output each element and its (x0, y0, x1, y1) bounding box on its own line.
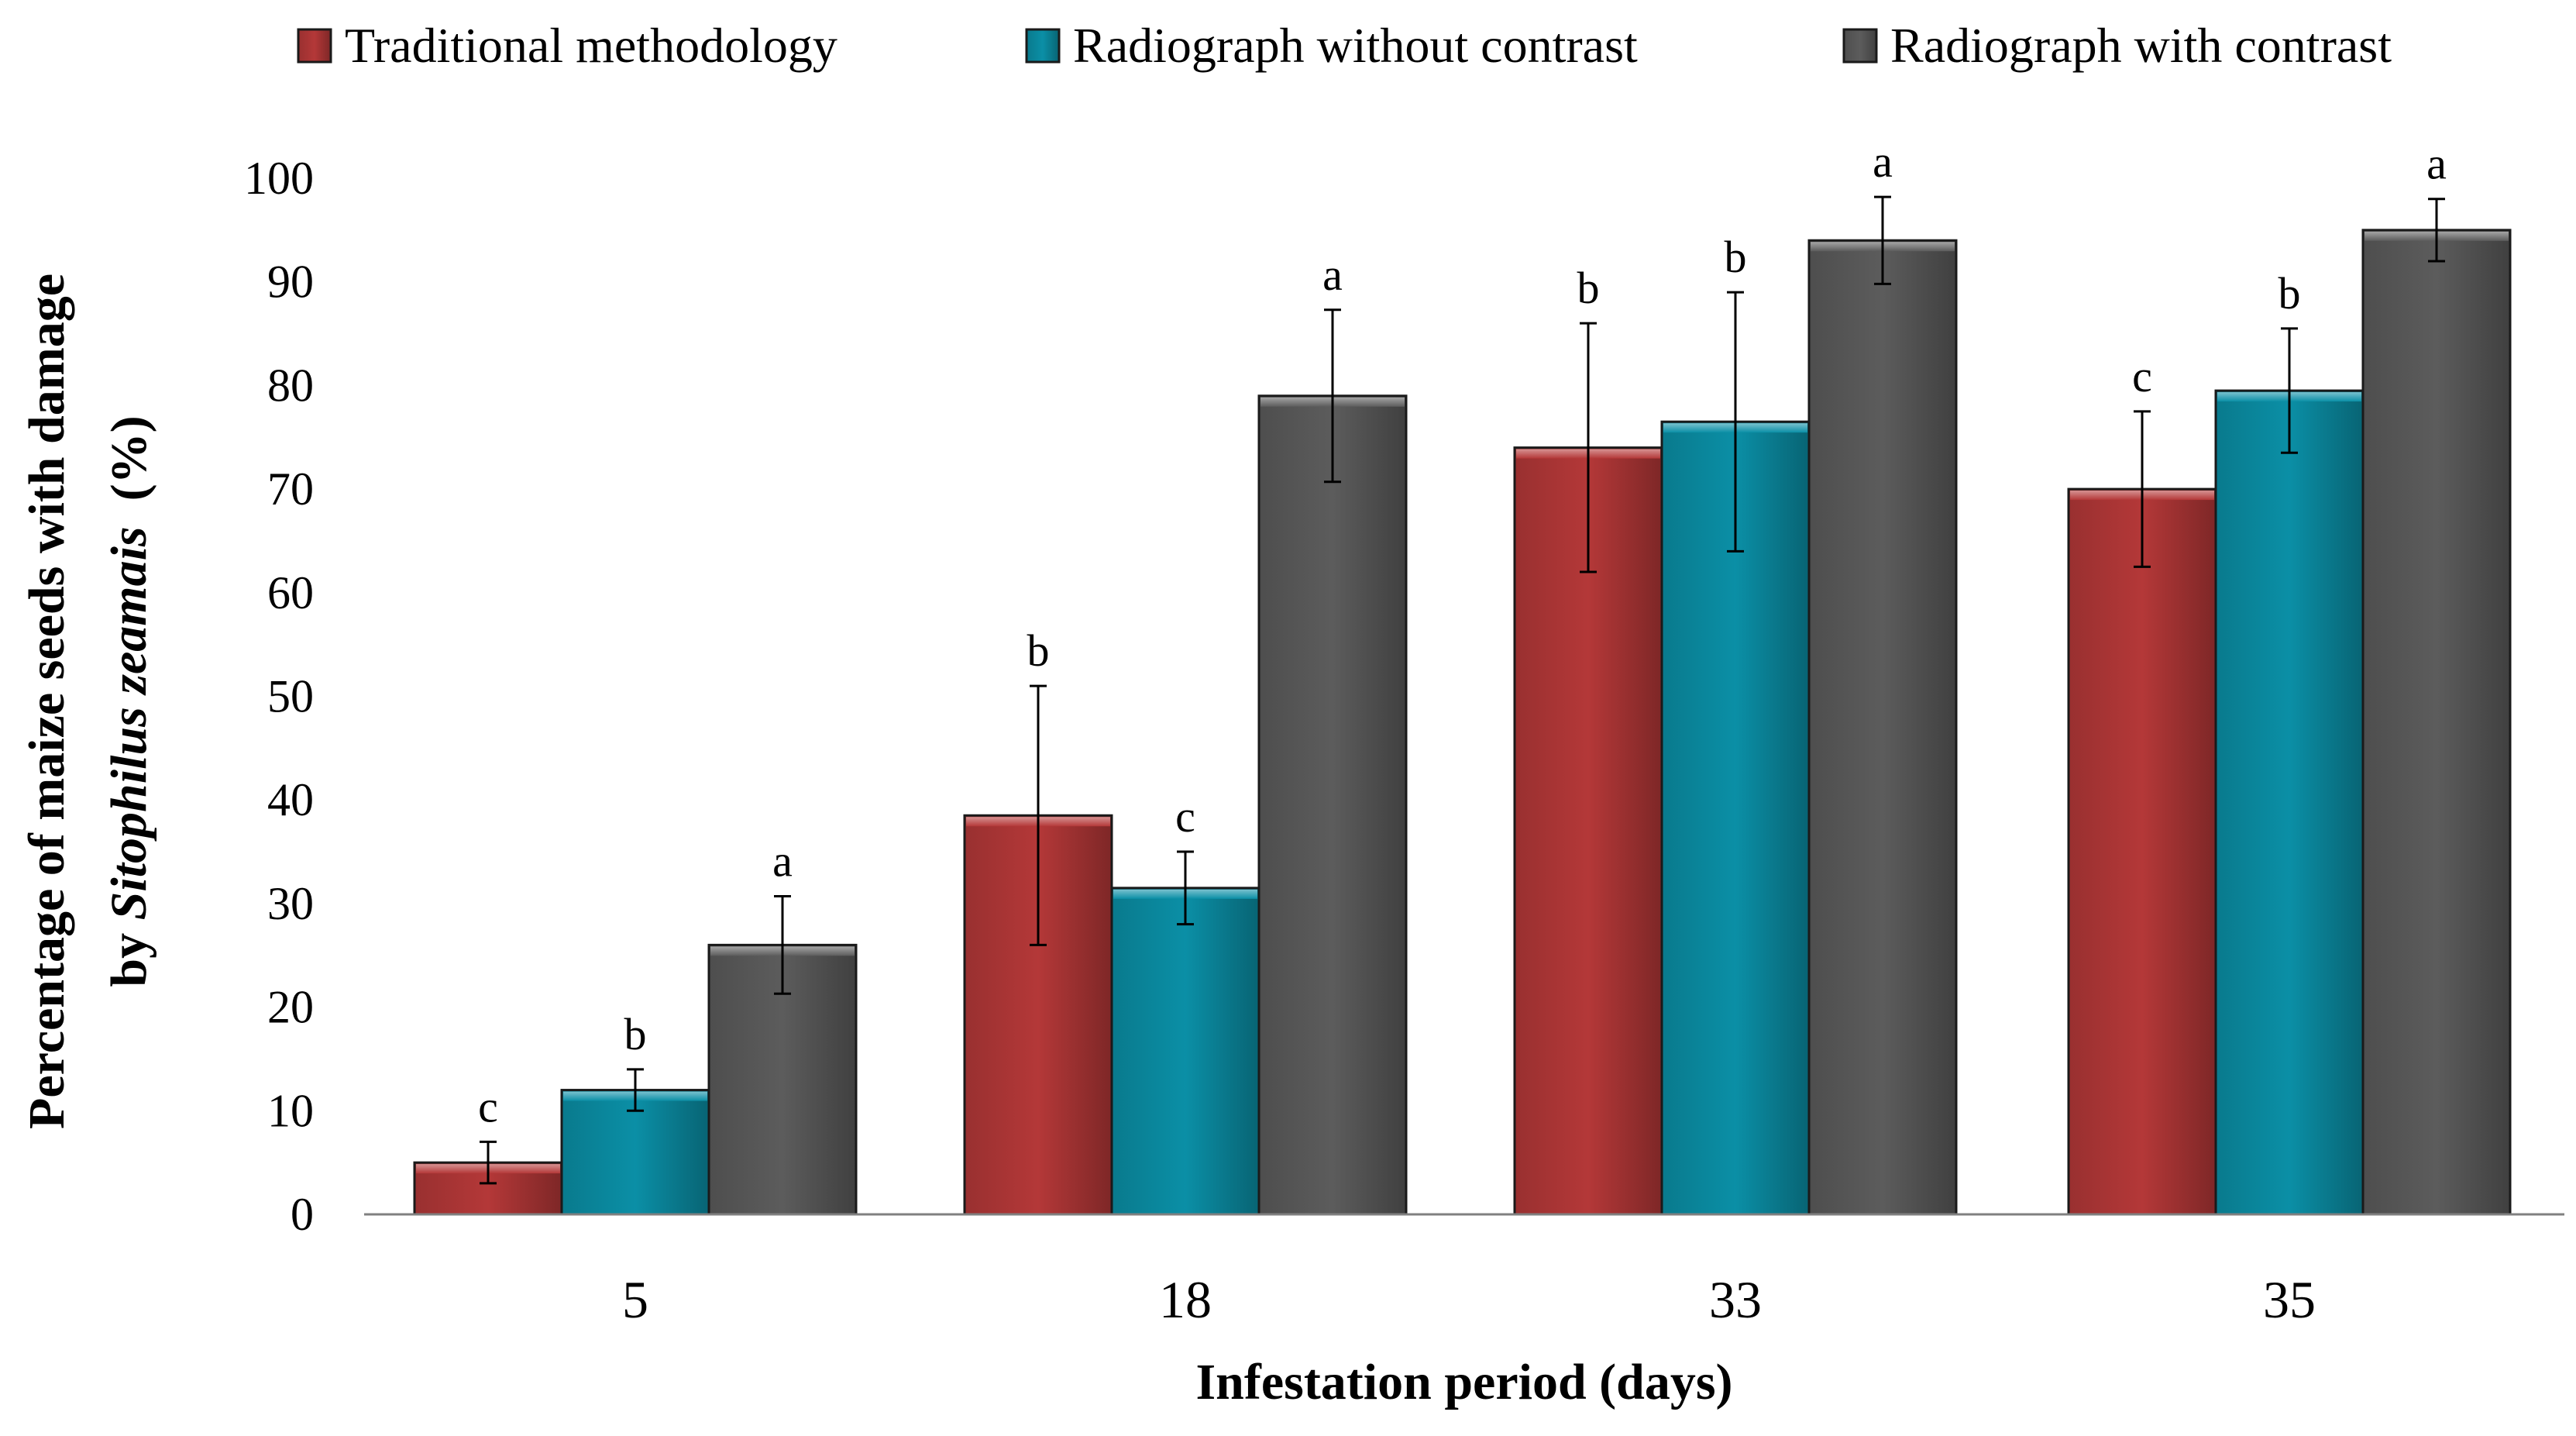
significance-letter: a (2426, 139, 2447, 189)
y-tick-label: 70 (267, 463, 314, 515)
significance-letter: b (1725, 232, 1747, 282)
y-axis-ticks: 0 10 20 30 40 50 60 70 80 90 100 (244, 153, 314, 1240)
bar (2361, 229, 2512, 1216)
x-tick-label: 35 (2263, 1270, 2316, 1329)
y-tick-label: 100 (244, 153, 314, 204)
y-tick-label: 80 (267, 360, 314, 411)
significance-letter: a (1873, 136, 1893, 187)
bar (2214, 389, 2364, 1216)
significance-letter: b (1027, 625, 1050, 676)
bar (1807, 239, 1958, 1216)
significance-letter: b (624, 1009, 647, 1059)
y-tick-label: 60 (267, 567, 314, 618)
significance-letter: c (478, 1081, 498, 1131)
x-tick-label: 18 (1159, 1270, 1212, 1329)
y-axis-title-suffix: (%) (101, 415, 157, 526)
y-tick-label: 40 (267, 774, 314, 825)
significance-letter: b (2279, 268, 2301, 319)
y-tick-label: 0 (291, 1189, 314, 1240)
legend: Traditional methodology Radiograph withou… (297, 18, 2392, 73)
bar (1257, 394, 1408, 1216)
x-tick-label: 5 (622, 1270, 648, 1329)
significance-letter: b (1577, 263, 1600, 313)
legend-label: Radiograph without contrast (1073, 18, 1638, 73)
y-tick-label: 90 (267, 257, 314, 308)
legend-swatch (297, 28, 332, 64)
y-axis-title: Percentage of maize seeds with damage by… (19, 274, 157, 1129)
x-axis-title: Infestation period (days) (1195, 1354, 1732, 1410)
bar (2067, 487, 2217, 1216)
x-tick-label: 33 (1709, 1270, 1762, 1329)
y-tick-label: 30 (267, 878, 314, 929)
y-axis-title-species: Sitophilus zeamais (101, 526, 157, 920)
bar (1110, 887, 1260, 1216)
significance-letter: c (2132, 351, 2152, 401)
bars: c b b c b c b b a a a a (413, 136, 2512, 1216)
legend-label: Radiograph with contrast (1890, 18, 2392, 73)
y-axis-title-prefix: by (101, 920, 157, 987)
significance-letter: a (1322, 250, 1343, 300)
significance-letter: c (1175, 791, 1195, 842)
y-tick-label: 20 (267, 982, 314, 1033)
legend-swatch (1842, 28, 1878, 64)
y-axis-title-line-1: Percentage of maize seeds with damage (19, 274, 75, 1129)
significance-letter: a (772, 836, 793, 887)
y-axis-title-line-2: by Sitophilus zeamais (%) (101, 415, 157, 987)
y-tick-label: 50 (267, 671, 314, 722)
bar (1660, 420, 1811, 1216)
y-tick-label: 10 (267, 1085, 314, 1136)
legend-label: Traditional methodology (345, 18, 837, 73)
x-axis-ticks: 5 18 33 35 (622, 1270, 2316, 1329)
legend-swatch (1025, 28, 1061, 64)
